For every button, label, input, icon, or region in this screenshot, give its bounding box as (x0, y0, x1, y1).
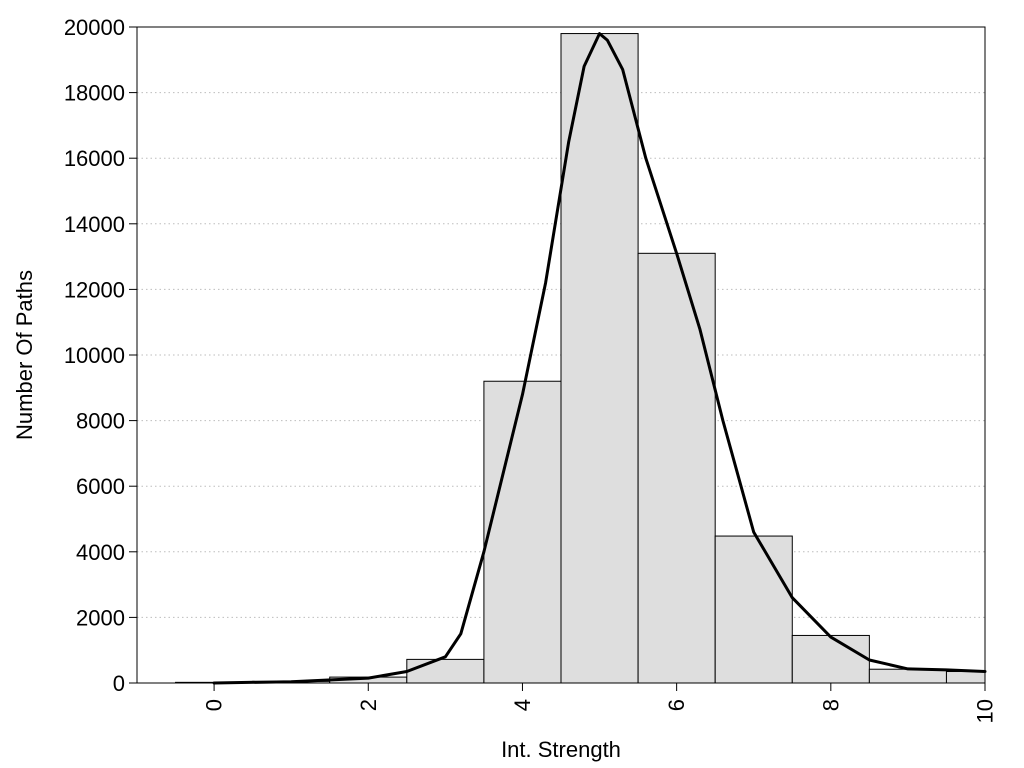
histogram-bar (406, 658, 485, 684)
y-tick-label: 0 (113, 671, 125, 696)
histogram-bar (560, 33, 639, 684)
axis-ticks: 0 2000 4000 6000 8000 10000 12000 14000 16000 180… (64, 15, 998, 723)
x-tick-label: 6 (664, 699, 689, 711)
y-tick-label: 8000 (76, 409, 125, 434)
y-tick-label: 14000 (64, 212, 125, 237)
y-tick-label: 12000 (64, 277, 125, 302)
histogram-bar (945, 671, 986, 684)
y-tick-label: 6000 (76, 474, 125, 499)
y-tick-label: 10000 (64, 343, 125, 368)
x-tick-label: 0 (202, 699, 227, 711)
y-tick-label: 4000 (76, 540, 125, 565)
y-tick-label: 20000 (64, 15, 125, 40)
y-axis-title: Number Of Paths (12, 270, 37, 440)
histogram-bars (175, 33, 986, 684)
histogram-bar (637, 252, 716, 684)
histogram-bar (714, 535, 793, 684)
y-tick-label: 16000 (64, 146, 125, 171)
density-curve (212, 32, 987, 685)
histogram-bar (483, 380, 562, 684)
density-curve-layer (212, 32, 987, 685)
x-tick-label: 10 (973, 699, 998, 723)
y-tick-label: 2000 (76, 605, 125, 630)
histogram-bar (868, 668, 947, 684)
y-tick-label: 18000 (64, 81, 125, 106)
x-tick-label: 8 (818, 699, 843, 711)
histogram-bar (791, 634, 870, 684)
x-axis-title: Int. Strength (501, 737, 621, 762)
x-tick-label: 4 (510, 699, 535, 711)
x-tick-label: 2 (356, 699, 381, 711)
